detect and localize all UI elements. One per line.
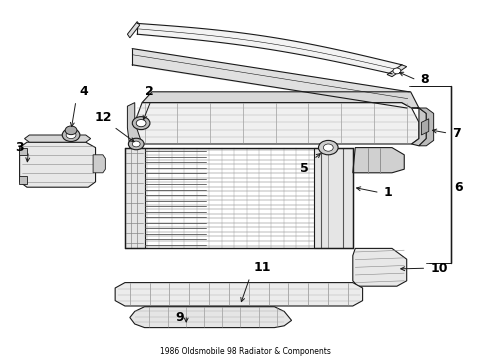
Polygon shape	[19, 148, 27, 155]
Text: 5: 5	[300, 162, 309, 175]
Circle shape	[323, 144, 333, 151]
Text: 7: 7	[452, 127, 461, 140]
Polygon shape	[412, 108, 426, 146]
Polygon shape	[24, 135, 91, 142]
Circle shape	[66, 131, 76, 139]
Text: 8: 8	[420, 73, 429, 86]
Text: 1: 1	[383, 186, 392, 199]
Polygon shape	[421, 119, 429, 135]
Polygon shape	[125, 148, 353, 248]
Polygon shape	[314, 148, 353, 248]
Circle shape	[65, 126, 77, 135]
Circle shape	[132, 117, 150, 130]
Polygon shape	[127, 103, 142, 148]
Polygon shape	[130, 307, 292, 328]
Circle shape	[62, 129, 80, 141]
Circle shape	[128, 138, 144, 150]
Circle shape	[318, 140, 338, 155]
Polygon shape	[93, 155, 105, 173]
Text: 12: 12	[94, 111, 112, 124]
Polygon shape	[387, 65, 407, 77]
Polygon shape	[353, 248, 407, 286]
Polygon shape	[115, 283, 363, 306]
Text: 9: 9	[175, 311, 184, 324]
Polygon shape	[19, 176, 27, 184]
Text: 1986 Oldsmobile 98 Radiator & Components
Reservoir-Coolant Recovery Diagram for : 1986 Oldsmobile 98 Radiator & Components…	[147, 347, 343, 360]
Polygon shape	[125, 148, 145, 248]
Text: 10: 10	[430, 262, 448, 275]
Polygon shape	[135, 103, 419, 144]
Circle shape	[393, 68, 401, 74]
Text: 2: 2	[145, 85, 154, 98]
Text: 6: 6	[455, 181, 464, 194]
Polygon shape	[142, 92, 419, 108]
Circle shape	[136, 120, 146, 127]
Polygon shape	[419, 108, 434, 146]
Polygon shape	[127, 22, 140, 38]
Polygon shape	[20, 142, 96, 187]
Text: 4: 4	[79, 85, 88, 98]
Polygon shape	[353, 148, 404, 173]
Text: 11: 11	[254, 261, 271, 274]
Text: 3: 3	[15, 141, 24, 154]
Circle shape	[132, 141, 140, 147]
